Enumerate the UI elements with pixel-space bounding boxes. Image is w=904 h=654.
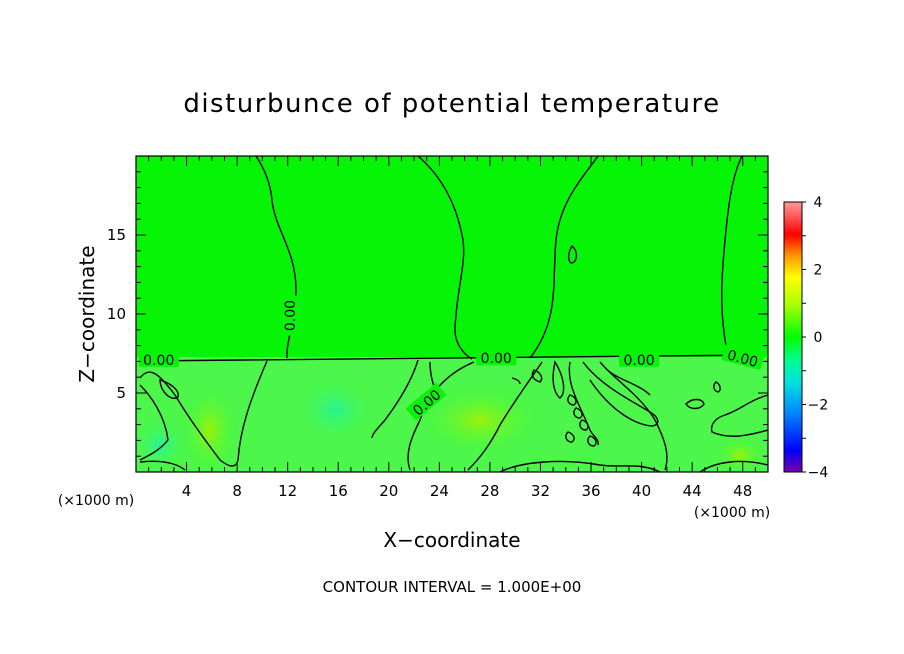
contour-label-bg: [405, 382, 447, 421]
contour-label: 0.00: [281, 295, 299, 336]
contour-line: [552, 360, 565, 399]
contour-label: 0.00: [138, 350, 179, 369]
colorbar-tick-label: −2: [808, 398, 829, 414]
colorbar-tick-label: 0: [814, 330, 823, 346]
colorbar: [783, 201, 803, 473]
x-tick-label: 16: [329, 482, 348, 500]
contour-label-bg: [138, 350, 179, 367]
colorbar-tick-label: 4: [814, 195, 823, 211]
contour-line: [579, 419, 589, 431]
colorbar-tick-label: 2: [814, 263, 823, 279]
cool-anomaly: [300, 380, 370, 440]
contour-line: [685, 398, 705, 410]
contour-line: [531, 369, 543, 383]
contour-line: [721, 156, 743, 357]
plot-area: [136, 156, 768, 472]
contour-label: 0.00: [476, 349, 517, 367]
colorbar-ticks: 4 2 0 −2 −4: [802, 195, 828, 481]
warm-anomaly: [715, 437, 765, 472]
contour-line: [139, 360, 268, 467]
contour-label: 0.00: [619, 350, 660, 369]
x-tick-label: 8: [232, 482, 242, 500]
contour-label-text: 0.00: [725, 347, 759, 371]
chart-title: disturbunce of potential temperature: [183, 89, 720, 119]
contour-line: [710, 394, 768, 437]
x-tick-label: 40: [632, 482, 651, 500]
y-tick-label: 5: [116, 384, 126, 402]
contour-line: [609, 371, 651, 396]
x-unit-left: (×1000 m): [58, 493, 134, 509]
y-tick-label: 15: [107, 226, 126, 244]
x-unit-right: (×1000 m): [694, 505, 770, 521]
contour-line: [567, 394, 577, 406]
contour-interval-note: CONTOUR INTERVAL = 1.000E+00: [323, 578, 582, 596]
x-tick-label: 36: [581, 482, 600, 500]
contour-label-bg: [476, 349, 517, 366]
x-tick-label: 24: [430, 482, 449, 500]
contour-line: [159, 379, 179, 399]
contour-label-text: 0.00: [623, 353, 654, 369]
contour-line: [529, 156, 599, 359]
x-tick-label: 32: [531, 482, 550, 500]
warm-anomaly: [420, 385, 540, 455]
contour-label-text: 0.00: [143, 353, 174, 369]
x-axis: 4 8 12 16 20 24 28 32 36 40 44 48: [148, 156, 756, 500]
contour-line: [587, 435, 597, 447]
contour-line: [567, 244, 578, 264]
warm-anomaly: [182, 385, 238, 472]
contour-line: [467, 361, 543, 471]
x-tick-label: 28: [480, 482, 499, 500]
x-tick-label: 4: [182, 482, 192, 500]
contour-line: [599, 361, 668, 471]
contour-line: [582, 361, 659, 427]
x-tick-label: 44: [683, 482, 702, 500]
x-tick-label: 12: [278, 482, 297, 500]
y-axis: 5 10 15: [107, 171, 768, 457]
contour-line: [573, 407, 583, 419]
contour-label-bg: [619, 350, 660, 367]
contour-label-text: 0.00: [481, 351, 512, 367]
y-tick-label: 10: [107, 305, 126, 323]
contour-line: [139, 384, 169, 461]
contour-line: [568, 361, 600, 446]
y-axis-label: Z−coordinate: [75, 245, 99, 382]
x-axis-label: X−coordinate: [383, 528, 520, 552]
contour-label: 0.00: [721, 344, 765, 371]
contour-line: [139, 460, 186, 471]
contour-line: [713, 381, 721, 393]
contour-line: [511, 377, 521, 385]
x-tick-label: 48: [733, 482, 752, 500]
contour-line: [417, 156, 473, 360]
x-tick-label: 20: [379, 482, 398, 500]
contour-label-bg: [721, 344, 765, 371]
contour-line: [499, 460, 661, 472]
colorbar-tick-label: −4: [808, 465, 829, 481]
contour-line: [565, 431, 575, 443]
contour-line: [371, 359, 419, 439]
contour-line: [407, 361, 475, 471]
contour-label-bg: [281, 295, 298, 336]
cool-anomaly: [136, 420, 185, 470]
contour-label-text: 0.00: [283, 300, 299, 331]
